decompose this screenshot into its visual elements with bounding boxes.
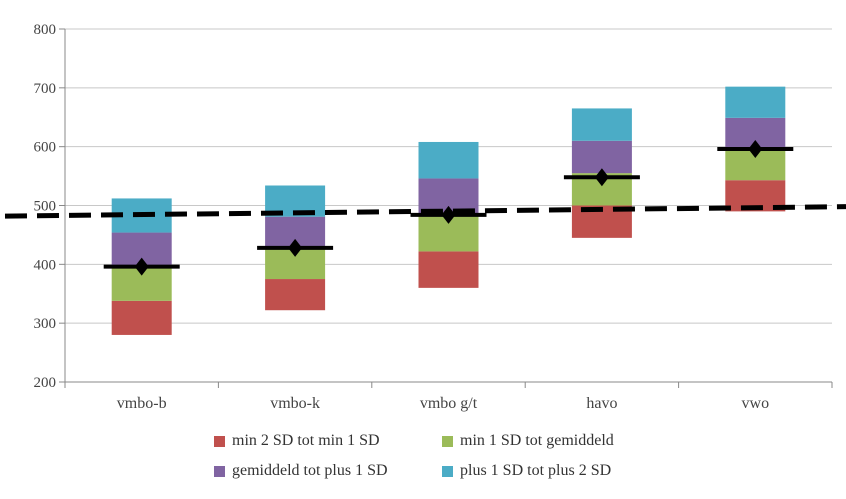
mean-marker xyxy=(134,257,149,276)
y-tick-label: 300 xyxy=(34,316,57,332)
x-tick-label: vwo xyxy=(742,395,770,412)
bar-segment-2 xyxy=(571,140,632,174)
y-tick-label: 700 xyxy=(34,81,57,97)
bar-segment-3 xyxy=(571,108,632,141)
bar-segment-0 xyxy=(265,279,326,311)
reference-line xyxy=(4,204,846,219)
bar-segment-0 xyxy=(111,300,172,335)
y-tick-label: 200 xyxy=(34,375,57,391)
mean-marker xyxy=(748,140,763,159)
x-tick-label: vmbo-k xyxy=(270,395,320,412)
bar-segment-3 xyxy=(725,86,786,118)
y-tick-label: 800 xyxy=(34,22,57,38)
mean-marker xyxy=(594,168,609,187)
x-tick-label: havo xyxy=(586,395,617,412)
x-tick-label: vmbo-b xyxy=(117,395,167,412)
mean-marker xyxy=(288,238,303,257)
bar-segment-0 xyxy=(418,251,479,288)
bar-segment-3 xyxy=(418,141,479,179)
y-tick-label: 600 xyxy=(34,140,57,156)
x-tick-label: vmbo g/t xyxy=(420,395,478,412)
mean-marker xyxy=(441,205,456,224)
y-tick-label: 400 xyxy=(34,257,57,273)
y-tick-label: 500 xyxy=(34,199,57,215)
